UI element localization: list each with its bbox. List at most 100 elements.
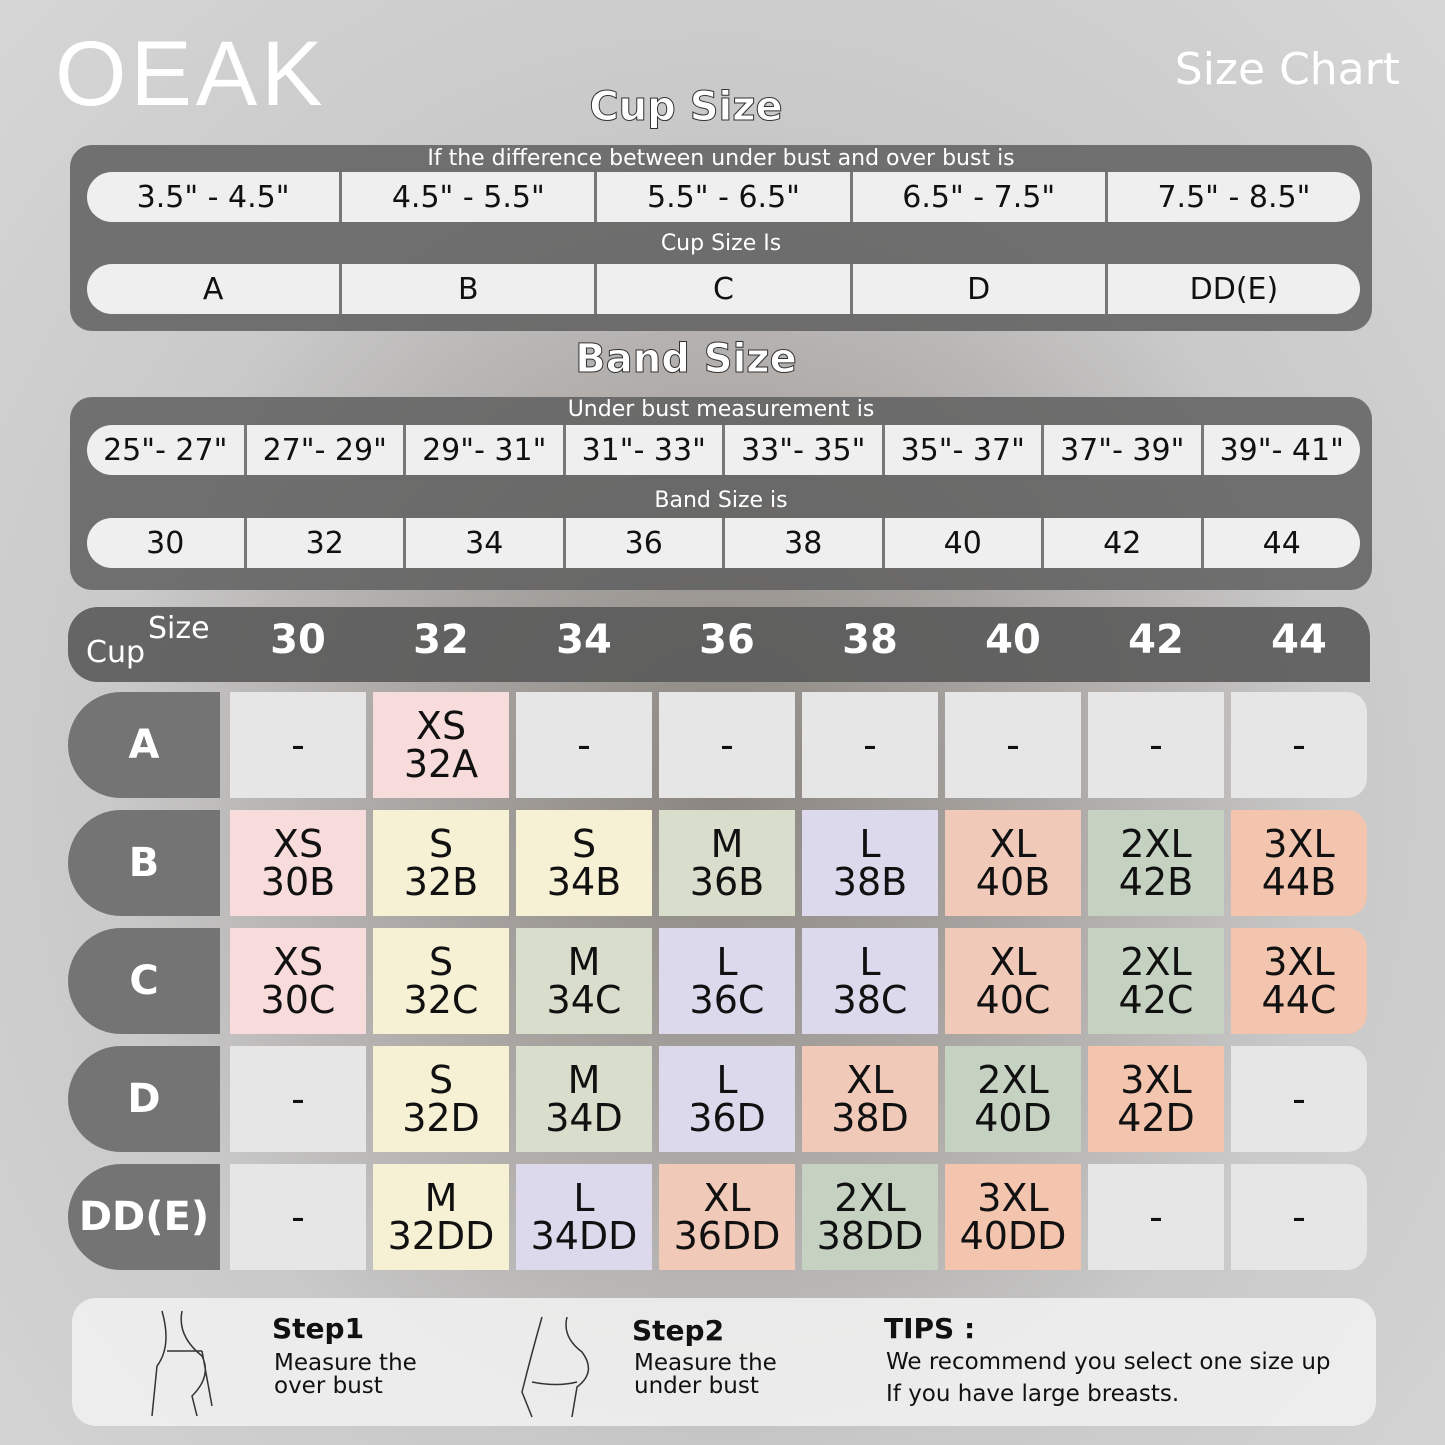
size-label: 3XL xyxy=(1263,822,1335,866)
step1-title: Step1 xyxy=(272,1312,365,1345)
size-code: 34B xyxy=(546,860,622,904)
band-size-cell: 40 xyxy=(885,518,1044,568)
size-label: M xyxy=(567,940,601,984)
size-label: 2XL xyxy=(977,1058,1049,1102)
band-size-cell: 36 xyxy=(566,518,725,568)
band-size-row: 30 32 34 36 38 40 42 44 xyxy=(87,518,1360,568)
size-cell: 2XL 42C xyxy=(1088,928,1224,1034)
cup-letter-cell: C xyxy=(597,264,853,314)
size-label: M xyxy=(710,822,744,866)
size-label: M xyxy=(424,1176,458,1220)
size-code: 38DD xyxy=(816,1214,924,1258)
band-size-cell: 38 xyxy=(725,518,885,568)
size-cell: M 34D xyxy=(516,1046,652,1152)
size-code: 34DD xyxy=(530,1214,638,1258)
size-label: - xyxy=(291,1077,305,1121)
size-label: S xyxy=(571,822,597,866)
size-code: 42B xyxy=(1118,860,1194,904)
cup-letter-cell: D xyxy=(853,264,1108,314)
size-cell: XL 40B xyxy=(945,810,1081,916)
cup-range-cell: 5.5" - 6.5" xyxy=(597,172,853,222)
tips-title: TIPS : xyxy=(884,1312,976,1345)
size-code: 30C xyxy=(260,978,336,1022)
size-code: 44B xyxy=(1261,860,1337,904)
size-label: S xyxy=(428,1058,454,1102)
size-code: 38C xyxy=(832,978,908,1022)
size-cell: 3XL 42D xyxy=(1088,1046,1224,1152)
size-label: S xyxy=(428,940,454,984)
under-bust-illustration-icon xyxy=(521,1316,590,1418)
size-cell: L 34DD xyxy=(516,1164,652,1270)
size-label: 3XL xyxy=(1263,940,1335,984)
page-title: Size Chart xyxy=(1174,44,1400,95)
column-header: 42 xyxy=(1128,617,1184,663)
column-header: 44 xyxy=(1271,617,1327,663)
size-cell: - xyxy=(230,692,366,798)
size-code: 44C xyxy=(1261,978,1337,1022)
cup-caption-2: Cup Size Is xyxy=(660,231,782,256)
size-cell: - xyxy=(1231,1164,1367,1270)
column-header: 40 xyxy=(985,617,1041,663)
band-size-cell: 32 xyxy=(247,518,406,568)
over-bust-illustration-icon xyxy=(151,1310,213,1417)
band-size-title: Band Size xyxy=(575,336,797,383)
size-label: - xyxy=(291,1195,305,1239)
step2-title: Step2 xyxy=(632,1314,725,1347)
measurement-tips-panel: Step1 Measure the over bust Step2 Measur… xyxy=(72,1298,1376,1426)
tips-line-2: If you have large breasts. xyxy=(886,1381,1180,1407)
column-header: 30 xyxy=(270,617,326,663)
size-cell: - xyxy=(516,692,652,798)
size-code: 36C xyxy=(689,978,765,1022)
size-cell: XS 30B xyxy=(230,810,366,916)
size-code: 32C xyxy=(403,978,479,1022)
size-label: - xyxy=(1149,723,1163,767)
band-range-row: 25"- 27" 27"- 29" 29"- 31" 31"- 33" 33"- 35"… xyxy=(87,425,1360,475)
corner-size-label: Size xyxy=(148,611,210,646)
size-cell: - xyxy=(230,1164,366,1270)
size-cell: - xyxy=(945,692,1081,798)
size-label: - xyxy=(1292,1077,1306,1121)
size-label: - xyxy=(720,723,734,767)
cup-range-row: 3.5" - 4.5" 4.5" - 5.5" 5.5" - 6.5" 6.5" - … xyxy=(87,172,1360,222)
size-cell: M 32DD xyxy=(373,1164,509,1270)
cup-range-cell: 4.5" - 5.5" xyxy=(342,172,598,222)
band-caption-1: Under bust measurement is xyxy=(567,397,875,422)
step1-text-1: Measure the xyxy=(274,1350,417,1376)
size-cell: L 38B xyxy=(802,810,938,916)
size-cell: 3XL 40DD xyxy=(945,1164,1081,1270)
cup-letter-cell: DD(E) xyxy=(1189,271,1279,307)
size-code: 40D xyxy=(974,1096,1052,1140)
size-cell: - xyxy=(1088,1164,1224,1270)
row-label-cup: B xyxy=(68,810,220,916)
size-code: 34D xyxy=(545,1096,623,1140)
cup-letter-row: A B C D DD(E) xyxy=(87,264,1360,314)
size-label: S xyxy=(428,822,454,866)
size-cell: L 36C xyxy=(659,928,795,1034)
cup-caption-1: If the difference between under bust and… xyxy=(427,146,1015,171)
size-code: 32A xyxy=(403,742,479,786)
size-label: XS xyxy=(415,704,467,748)
size-label: XL xyxy=(989,940,1037,984)
size-cell: XS 30C xyxy=(230,928,366,1034)
size-cell: M 34C xyxy=(516,928,652,1034)
size-cell: L 36D xyxy=(659,1046,795,1152)
size-code: 38B xyxy=(832,860,908,904)
size-cell: - xyxy=(1231,692,1367,798)
size-cell: XL 38D xyxy=(802,1046,938,1152)
size-cell: S 32B xyxy=(373,810,509,916)
size-code: 40C xyxy=(975,978,1051,1022)
size-label: 2XL xyxy=(1120,822,1192,866)
size-cell: 2XL 40D xyxy=(945,1046,1081,1152)
size-code: 40B xyxy=(975,860,1051,904)
band-range-cell: 37"- 39" xyxy=(1044,425,1204,475)
size-label: M xyxy=(567,1058,601,1102)
row-label-cup: DD(E) xyxy=(68,1164,220,1270)
size-code: 42D xyxy=(1117,1096,1195,1140)
size-label: - xyxy=(1149,1195,1163,1239)
size-label: L xyxy=(859,940,881,984)
size-code: 32D xyxy=(402,1096,480,1140)
band-range-cell: 29"- 31" xyxy=(406,425,566,475)
size-label: - xyxy=(1292,1195,1306,1239)
size-cell: XS 32A xyxy=(373,692,509,798)
corner-cup-label: Cup xyxy=(86,635,146,670)
